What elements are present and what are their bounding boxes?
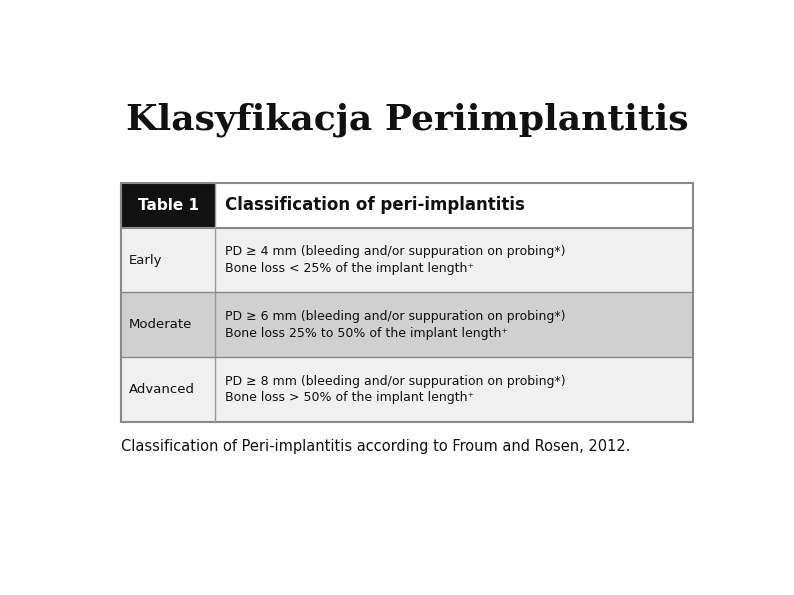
Text: Moderate: Moderate: [129, 318, 192, 331]
Text: Classification of Peri-implantitis according to Froum and Rosen, 2012.: Classification of Peri-implantitis accor…: [121, 439, 630, 454]
Text: Klasyfikacja Periimplantitis: Klasyfikacja Periimplantitis: [125, 102, 688, 137]
Bar: [121, 292, 693, 357]
Bar: [121, 228, 693, 292]
Text: PD ≥ 4 mm (bleeding and/or suppuration on probing*): PD ≥ 4 mm (bleeding and/or suppuration o…: [225, 245, 565, 258]
Text: Bone loss 25% to 50% of the implant length⁺: Bone loss 25% to 50% of the implant leng…: [225, 327, 507, 340]
Text: Bone loss > 50% of the implant length⁺: Bone loss > 50% of the implant length⁺: [225, 392, 474, 405]
Text: PD ≥ 6 mm (bleeding and/or suppuration on probing*): PD ≥ 6 mm (bleeding and/or suppuration o…: [225, 310, 565, 323]
Text: Table 1: Table 1: [137, 198, 198, 213]
Text: Bone loss < 25% of the implant length⁺: Bone loss < 25% of the implant length⁺: [225, 262, 474, 275]
Text: Advanced: Advanced: [129, 383, 195, 396]
Text: PD ≥ 8 mm (bleeding and/or suppuration on probing*): PD ≥ 8 mm (bleeding and/or suppuration o…: [225, 374, 565, 387]
Bar: [215, 183, 693, 228]
Text: Early: Early: [129, 253, 162, 267]
Bar: [121, 357, 693, 422]
Bar: [121, 183, 215, 228]
Bar: [121, 183, 693, 422]
Text: Classification of peri-implantitis: Classification of peri-implantitis: [225, 196, 525, 214]
